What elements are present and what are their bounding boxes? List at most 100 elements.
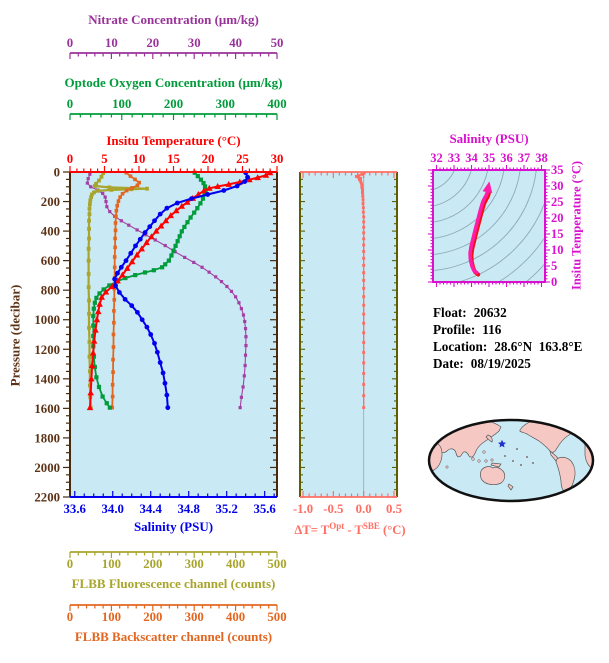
svg-text:32: 32 <box>430 151 443 165</box>
svg-text:0: 0 <box>67 97 73 111</box>
svg-text:100: 100 <box>102 610 121 624</box>
svg-text:400: 400 <box>226 557 245 571</box>
svg-text:35: 35 <box>551 163 564 177</box>
svg-text:20: 20 <box>202 152 215 166</box>
svg-text:0.5: 0.5 <box>386 502 402 516</box>
backscatter-axis-title: FLBB Backscatter channel (counts) <box>74 629 273 644</box>
svg-text:300: 300 <box>216 97 235 111</box>
svg-text:1600: 1600 <box>34 402 60 416</box>
nitrate-axis: 0 10 20 30 40 50 <box>67 36 284 59</box>
svg-text:30: 30 <box>551 179 564 193</box>
svg-text:30: 30 <box>188 36 201 50</box>
svg-text:200: 200 <box>41 195 60 209</box>
series-fluorescence <box>86 171 149 410</box>
svg-text:0: 0 <box>67 36 73 50</box>
svg-text:2000: 2000 <box>34 461 60 475</box>
series-backscatter <box>110 170 141 410</box>
svg-text:-1.0: -1.0 <box>293 502 313 516</box>
svg-text:0: 0 <box>551 275 557 289</box>
svg-text:25: 25 <box>551 195 564 209</box>
svg-text:0: 0 <box>67 557 73 571</box>
info-profile-line: Profile: 116 <box>433 322 502 337</box>
svg-text:500: 500 <box>267 557 286 571</box>
svg-text:100: 100 <box>102 557 121 571</box>
svg-text:400: 400 <box>41 225 60 239</box>
svg-text:35.2: 35.2 <box>215 502 237 516</box>
svg-text:33: 33 <box>448 151 461 165</box>
svg-text:36: 36 <box>500 151 513 165</box>
svg-text:0.0: 0.0 <box>356 502 372 516</box>
svg-text:30: 30 <box>271 152 284 166</box>
svg-text:15: 15 <box>551 227 564 241</box>
pressure-axis-title: Pressure (decibar) <box>7 284 23 387</box>
delta-plot-area <box>300 172 397 497</box>
svg-text:400: 400 <box>267 97 286 111</box>
temperature-axis-title: Insitu Temperature (°C) <box>106 133 241 148</box>
svg-text:37: 37 <box>518 151 531 165</box>
svg-text:20: 20 <box>146 36 159 50</box>
svg-text:10: 10 <box>551 243 564 257</box>
svg-text:1800: 1800 <box>34 431 60 445</box>
svg-text:1200: 1200 <box>34 343 60 357</box>
svg-text:34.4: 34.4 <box>140 502 163 516</box>
svg-text:1000: 1000 <box>34 313 60 327</box>
svg-text:10: 10 <box>133 152 146 166</box>
float-info-block: Float: 20632 Profile: 116 Location: 28.6°N … <box>433 304 582 372</box>
svg-text:34.0: 34.0 <box>102 502 124 516</box>
info-location-line: Location: 28.6°N 163.8°E <box>433 339 583 354</box>
oxygen-axis-title: Optode Oxygen Concentration (μm/kg) <box>64 75 283 90</box>
svg-text:40: 40 <box>229 36 242 50</box>
svg-text:34.8: 34.8 <box>177 502 199 516</box>
svg-text:0: 0 <box>67 152 73 166</box>
svg-text:1400: 1400 <box>34 372 60 386</box>
nitrate-axis-title: Nitrate Concentration (μm/kg) <box>88 12 259 27</box>
salinity-axis-title: Salinity (PSU) <box>133 519 214 534</box>
svg-text:600: 600 <box>41 254 60 268</box>
svg-text:50: 50 <box>271 36 284 50</box>
float-location-star-icon <box>498 439 506 448</box>
fluorescence-axis: 0 100 200 300 400 500 <box>67 551 287 571</box>
svg-text:400: 400 <box>226 610 245 624</box>
salinity-axis: 33.6 34.0 34.4 34.8 35.2 35.6 <box>64 491 276 516</box>
ts-salinity-axis-title: Salinity (PSU) <box>449 131 529 146</box>
svg-text:33.6: 33.6 <box>64 502 87 516</box>
svg-text:100: 100 <box>112 97 131 111</box>
svg-text:5: 5 <box>101 152 107 166</box>
svg-text:300: 300 <box>185 610 204 624</box>
series-ts-curve <box>468 181 493 277</box>
info-float-line: Float: 20632 <box>433 305 507 320</box>
delta-t-axis-title: ΔT= TOpt - TSBE (°C) <box>294 521 406 538</box>
ts-temperature-axis-title: Insitu Temperature (°C) <box>569 160 584 291</box>
main-plot-area <box>70 172 277 497</box>
fluorescence-axis-title: FLBB Fluorescence channel (counts) <box>71 576 276 591</box>
svg-text:500: 500 <box>267 610 286 624</box>
svg-text:35.6: 35.6 <box>253 502 276 516</box>
svg-text:38: 38 <box>535 151 548 165</box>
series-salinity <box>112 170 250 411</box>
svg-text:5: 5 <box>551 259 557 273</box>
svg-text:200: 200 <box>164 97 183 111</box>
svg-text:34: 34 <box>465 151 478 165</box>
backscatter-axis: 0 100 200 300 400 500 <box>67 604 287 624</box>
svg-text:300: 300 <box>185 557 204 571</box>
svg-text:200: 200 <box>143 557 162 571</box>
map-outline <box>427 418 595 503</box>
svg-text:-0.5: -0.5 <box>323 502 343 516</box>
ts-curve-arrowhead <box>482 181 493 194</box>
svg-text:0: 0 <box>54 166 60 180</box>
info-date-line: Date: 08/19/2025 <box>433 356 531 371</box>
world-map <box>427 418 595 503</box>
svg-text:10: 10 <box>105 36 118 50</box>
svg-text:35: 35 <box>483 151 496 165</box>
temperature-axis: 0 5 10 15 20 25 30 <box>67 152 284 172</box>
svg-text:20: 20 <box>551 211 564 225</box>
svg-text:15: 15 <box>167 152 180 166</box>
oxygen-axis: 0 100 200 300 400 <box>67 97 287 120</box>
series-delta-t <box>354 171 366 410</box>
svg-text:25: 25 <box>236 152 249 166</box>
svg-text:2200: 2200 <box>34 491 60 505</box>
svg-text:200: 200 <box>143 610 162 624</box>
svg-text:0: 0 <box>67 610 73 624</box>
